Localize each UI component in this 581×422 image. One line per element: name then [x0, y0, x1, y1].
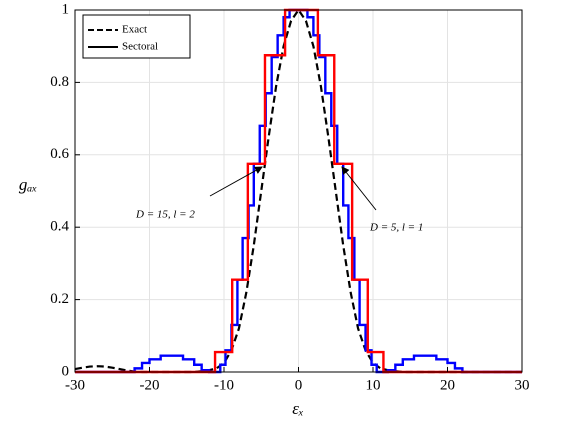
x-tick-label: 10 — [366, 377, 381, 393]
legend-box — [82, 14, 191, 59]
y-tick-label: 0.6 — [50, 146, 69, 162]
x-tick-label: -30 — [65, 377, 85, 393]
y-tick-label: 0 — [62, 363, 70, 379]
annotation-arrow — [209, 166, 263, 197]
y-axis-label: gₐₓ — [19, 175, 37, 194]
y-tick-label: 0.4 — [50, 219, 69, 235]
legend: Exact Sectoral — [82, 14, 191, 59]
legend-label: Exact — [122, 24, 147, 36]
x-tick-label: 0 — [295, 377, 303, 393]
x-tick-label: 20 — [440, 377, 455, 393]
annotation: D = 15, l = 2 — [135, 209, 195, 221]
x-tick-label: 30 — [515, 377, 530, 393]
x-tick-label: -20 — [140, 377, 160, 393]
annotation: D = 5, l = 1 — [369, 222, 423, 234]
y-tick-label: 1 — [62, 1, 70, 17]
annotation-arrow — [341, 166, 377, 211]
y-tick-label: 0.2 — [50, 291, 69, 307]
y-tick-label: 0.8 — [50, 74, 69, 90]
legend-label: Sectoral — [122, 41, 158, 53]
grid — [74, 9, 523, 373]
x-tick-label: -10 — [214, 377, 234, 393]
x-axis-label: εₓ — [292, 399, 304, 418]
